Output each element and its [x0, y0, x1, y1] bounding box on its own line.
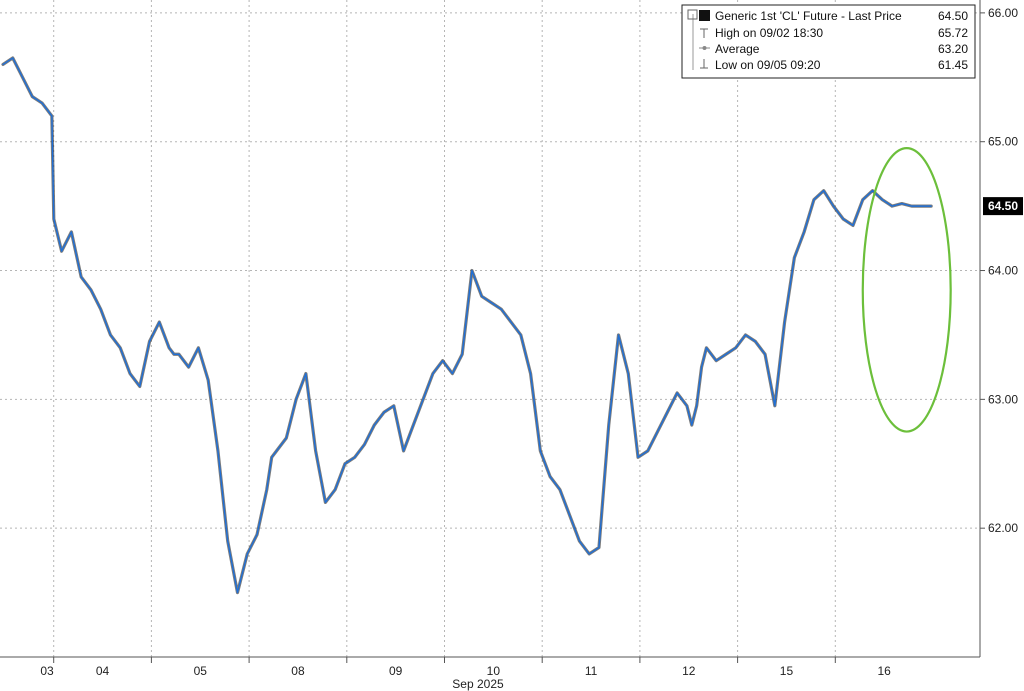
series-swatch-icon: [687, 9, 698, 20]
x-tick-label: 04: [96, 664, 110, 678]
x-axis-label: Sep 2025: [452, 677, 504, 691]
x-tick-label: 12: [682, 664, 696, 678]
legend-box: Generic 1st 'CL' Future - Last Price 64.…: [681, 4, 976, 79]
series-color-icon: [699, 10, 710, 21]
legend-high-label: High on 09/02 18:30: [715, 26, 823, 40]
highlight-ellipse-annotation: [861, 147, 952, 433]
x-tick-label: 10: [487, 664, 501, 678]
series-line-last-price: [2, 57, 932, 594]
legend-low-label: Low on 09/05 09:20: [715, 58, 821, 72]
y-tick-label: 65.00: [988, 135, 1018, 149]
legend-low-value: 61.45: [938, 58, 968, 72]
last-price-tag-label: 64.50: [988, 199, 1018, 213]
y-tick-label: 62.00: [988, 521, 1018, 535]
average-marker-icon: [699, 46, 710, 50]
legend-series-label: Generic 1st 'CL' Future - Last Price: [715, 9, 902, 23]
low-marker-icon: [700, 59, 708, 69]
y-tick-label: 66.00: [988, 6, 1018, 20]
legend-average-value: 63.20: [938, 42, 968, 56]
legend-high-value: 65.72: [938, 26, 968, 40]
x-axis-ticks: 03 04 05 08 09 10 11 12 15 16: [40, 657, 891, 678]
y-tick-label: 64.00: [988, 264, 1018, 278]
y-tick-label: 63.00: [988, 392, 1018, 406]
legend-average-label: Average: [715, 42, 760, 56]
x-tick-label: 11: [585, 664, 598, 678]
y-axis-ticks: 62.00 63.00 64.00 65.00 66.00: [980, 6, 1018, 535]
x-tick-label: 08: [291, 664, 305, 678]
x-tick-label: 16: [877, 664, 891, 678]
last-price-tag-background: [983, 197, 1023, 216]
x-tick-label: 09: [389, 664, 403, 678]
legend-series-value: 64.50: [938, 9, 968, 23]
x-tick-label: 05: [194, 664, 208, 678]
x-tick-label: 15: [780, 664, 794, 678]
high-marker-icon: [700, 28, 708, 38]
last-price-tag: 64.50: [983, 197, 1023, 216]
x-tick-label: 03: [40, 664, 54, 678]
